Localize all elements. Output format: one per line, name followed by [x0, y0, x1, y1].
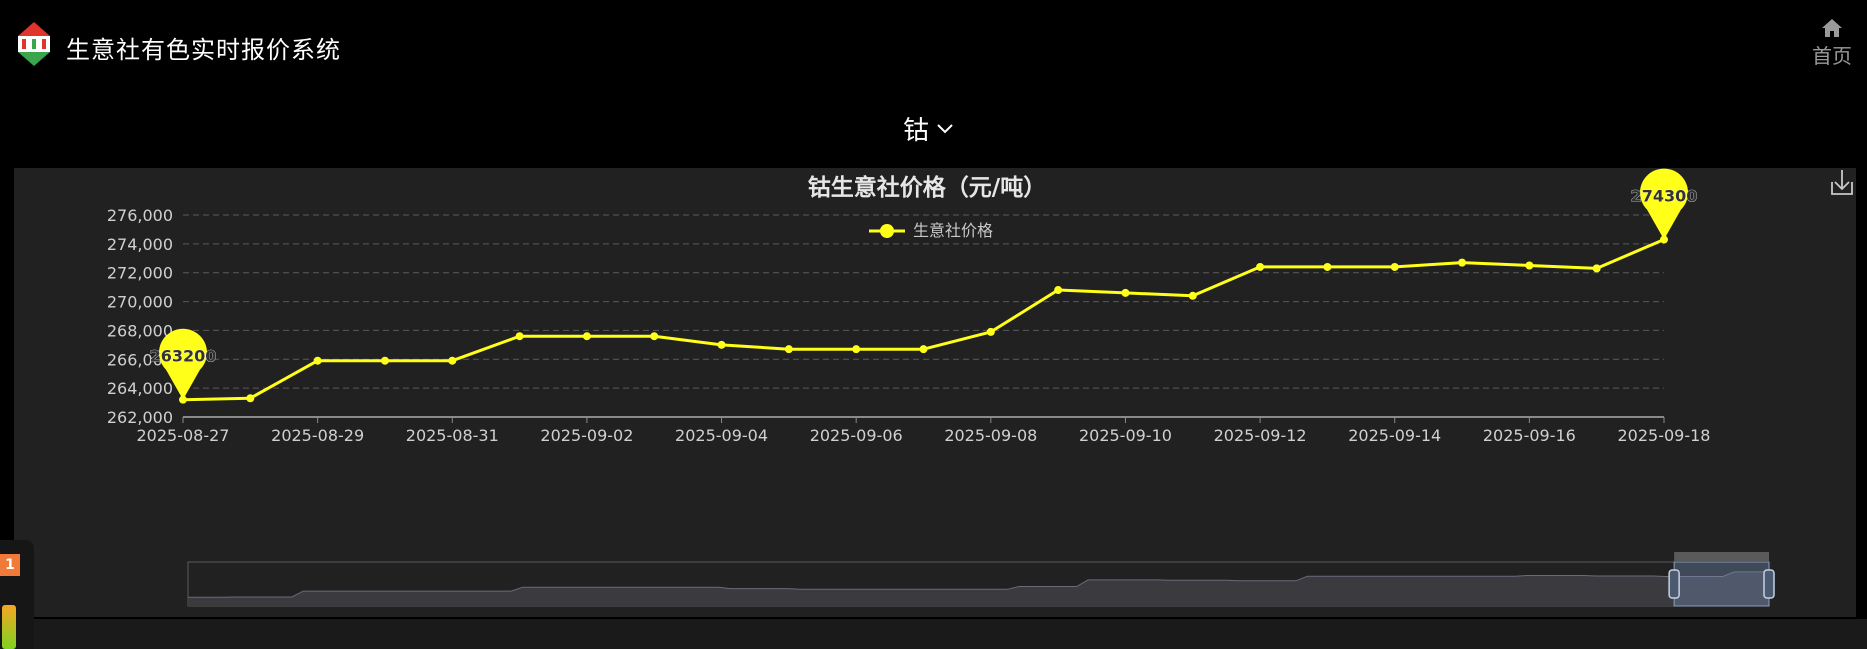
- x-tick-label: 2025-09-04: [675, 426, 768, 445]
- chart-legend[interactable]: 生意社价格: [869, 221, 993, 240]
- metal-selector[interactable]: 钴: [903, 110, 953, 147]
- data-point[interactable]: [1121, 288, 1130, 297]
- data-point[interactable]: [313, 356, 322, 365]
- data-zoom-background: [188, 571, 1769, 606]
- x-tick-label: 2025-09-12: [1214, 426, 1307, 445]
- y-tick-label: 266,000: [107, 350, 173, 369]
- data-point[interactable]: [582, 332, 591, 341]
- marker-pin: [159, 328, 207, 400]
- y-tick-label: 264,000: [107, 379, 173, 398]
- data-zoom-handle[interactable]: [1763, 569, 1775, 599]
- data-point[interactable]: [448, 356, 457, 365]
- notification-badge: 1: [0, 554, 20, 576]
- data-point[interactable]: [246, 394, 255, 403]
- data-point[interactable]: [1592, 264, 1601, 273]
- data-zoom-window[interactable]: [1673, 561, 1770, 607]
- max-marker[interactable]: 274300: [1630, 168, 1698, 240]
- home-icon: [1822, 19, 1842, 37]
- x-tick-label: 2025-09-18: [1618, 426, 1711, 445]
- marker-label: 263200: [150, 347, 217, 366]
- app-title: 生意社有色实时报价系统: [66, 36, 341, 64]
- data-point[interactable]: [986, 327, 995, 336]
- y-tick-label: 274,000: [107, 235, 173, 254]
- x-tick-label: 2025-09-16: [1483, 426, 1576, 445]
- data-zoom-handle[interactable]: [1668, 569, 1680, 599]
- x-tick-label: 2025-09-14: [1348, 426, 1441, 445]
- x-tick-label: 2025-09-02: [540, 426, 633, 445]
- y-tick-label: 272,000: [107, 264, 173, 283]
- data-point[interactable]: [1323, 262, 1332, 271]
- data-point[interactable]: [1525, 261, 1534, 270]
- data-point[interactable]: [1256, 262, 1265, 271]
- chevron-down-icon: [937, 123, 953, 133]
- download-icon[interactable]: [1831, 170, 1853, 195]
- chart-title: 钴生意社价格（元/吨）: [808, 174, 1046, 201]
- side-widget[interactable]: 1: [0, 540, 34, 649]
- y-tick-label: 276,000: [107, 206, 173, 225]
- level-bar: [2, 605, 16, 649]
- data-point[interactable]: [1458, 258, 1467, 267]
- data-point[interactable]: [380, 356, 389, 365]
- min-marker[interactable]: 263200: [149, 328, 217, 400]
- data-point[interactable]: [515, 332, 524, 341]
- data-zoom-move-handle[interactable]: [1674, 552, 1769, 561]
- home-button[interactable]: 首页: [1809, 18, 1855, 69]
- data-point[interactable]: [919, 345, 928, 354]
- y-tick-label: 262,000: [107, 408, 173, 427]
- marker-pin: [1640, 168, 1689, 240]
- data-point[interactable]: [1390, 262, 1399, 271]
- marker-label: 274300: [1631, 187, 1698, 206]
- y-tick-label: 270,000: [107, 293, 173, 312]
- x-tick-label: 2025-08-29: [271, 426, 364, 445]
- app-logo: [18, 22, 50, 66]
- x-tick-label: 2025-09-10: [1079, 426, 1172, 445]
- x-tick-label: 2025-08-31: [406, 426, 499, 445]
- legend-marker: [880, 224, 894, 238]
- price-chart: 262,000 264,000 266,000 268,000 270,000 272,0…: [107, 168, 1853, 607]
- data-point[interactable]: [650, 332, 659, 341]
- home-label: 首页: [1812, 44, 1852, 68]
- data-point[interactable]: [852, 345, 861, 354]
- price-series-line: [182, 238, 1665, 402]
- app-header: 生意社有色实时报价系统 首页: [0, 0, 1867, 100]
- bottom-bar: [14, 619, 1867, 649]
- x-tick-label: 2025-08-27: [137, 426, 230, 445]
- x-tick-label: 2025-09-06: [810, 426, 903, 445]
- chart-panel: 262,000 264,000 266,000 268,000 270,000 272,0…: [14, 168, 1856, 617]
- metal-selector-value: 钴: [903, 116, 930, 146]
- data-zoom-line: [188, 571, 1769, 598]
- y-tick-label: 268,000: [107, 321, 173, 340]
- data-point[interactable]: [179, 395, 187, 404]
- data-point[interactable]: [1188, 291, 1197, 300]
- legend-label: 生意社价格: [913, 221, 993, 240]
- data-point[interactable]: [717, 340, 726, 349]
- x-tick-label: 2025-09-08: [944, 426, 1037, 445]
- data-point[interactable]: [784, 345, 793, 354]
- data-point[interactable]: [1054, 286, 1063, 295]
